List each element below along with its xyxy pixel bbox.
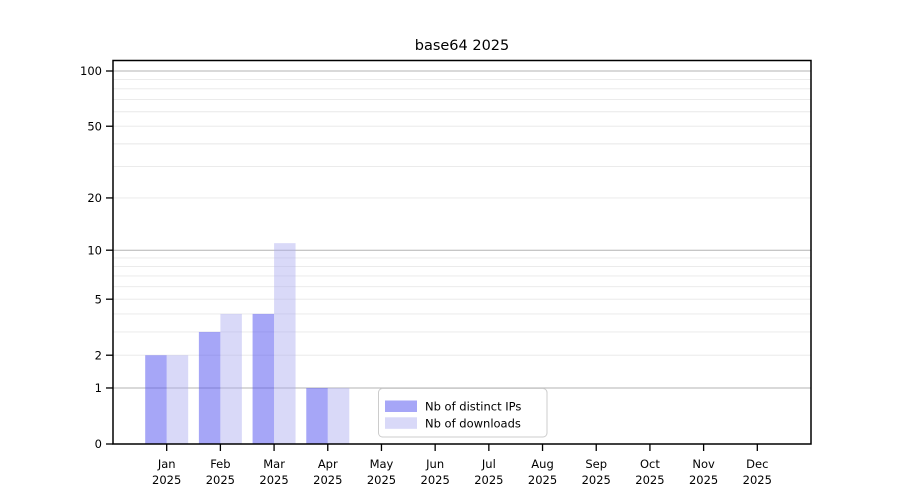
y-axis-tick-label: 2 — [95, 348, 102, 362]
x-axis-tick-label-year: 2025 — [743, 473, 772, 487]
bar-downloads — [220, 313, 242, 444]
bar-downloads — [274, 243, 296, 444]
legend-box — [378, 388, 548, 438]
bars-layer — [145, 243, 350, 444]
x-axis-tick-label-month: Oct — [640, 457, 660, 471]
minor-gridlines — [113, 78, 811, 356]
x-axis-tick-label-year: 2025 — [474, 473, 503, 487]
legend-label: Nb of downloads — [425, 416, 521, 430]
x-axis-tick-label-year: 2025 — [313, 473, 342, 487]
bar-downloads — [166, 355, 189, 444]
x-axis-tick-label-month: Jul — [481, 457, 496, 471]
x-axis-tick-label-year: 2025 — [152, 473, 181, 487]
y-axis-tick-label: 10 — [87, 243, 102, 257]
x-axis-tick-label-year: 2025 — [528, 473, 557, 487]
legend-label: Nb of distinct IPs — [425, 400, 521, 414]
x-axis-tick-label-month: Dec — [746, 457, 768, 471]
y-axis-tick-label: 20 — [87, 191, 102, 205]
y-axis: 0 1 2 5 10 20 50 100 — [80, 64, 113, 451]
bar-distinct-ips — [145, 355, 167, 444]
x-axis-tick-label-month: Nov — [692, 457, 715, 471]
x-axis-tick-label-year: 2025 — [635, 473, 664, 487]
x-axis-tick-label-month: Feb — [210, 457, 230, 471]
y-axis-tick-label: 50 — [87, 119, 102, 133]
legend-swatch-distinct-ips — [385, 400, 417, 412]
x-axis-tick-label-year: 2025 — [421, 473, 450, 487]
y-axis-tick-label: 5 — [95, 292, 102, 306]
bar-distinct-ips — [252, 313, 275, 444]
x-axis-tick-label-year: 2025 — [367, 473, 396, 487]
major-gridlines — [113, 70, 811, 389]
y-axis-tick-label: 100 — [80, 64, 102, 78]
plot-border — [112, 59, 812, 445]
bar-downloads — [327, 387, 350, 444]
x-axis: Jan 2025 Feb 2025 Mar 2025 Apr 2025 May 2025 Jun 20… — [152, 444, 772, 487]
y-axis-tick-label: 1 — [95, 381, 102, 395]
bar-distinct-ips — [198, 331, 221, 444]
legend-swatch-downloads — [385, 417, 417, 429]
x-axis-tick-label-month: Mar — [263, 457, 285, 471]
y-axis-tick-label: 0 — [95, 437, 102, 451]
chart-title: base64 2025 — [415, 38, 510, 54]
x-axis-tick-label-year: 2025 — [259, 473, 288, 487]
x-axis-tick-label-month: Aug — [531, 457, 553, 471]
x-axis-tick-label-year: 2025 — [582, 473, 611, 487]
x-axis-tick-label-month: Sep — [585, 457, 607, 471]
x-axis-tick-label-month: Apr — [318, 457, 338, 471]
x-axis-tick-label-month: May — [370, 457, 394, 471]
x-axis-tick-label-year: 2025 — [206, 473, 235, 487]
x-axis-tick-label-year: 2025 — [689, 473, 718, 487]
bar-distinct-ips — [306, 387, 328, 444]
x-axis-tick-label-month: Jun — [425, 457, 444, 471]
x-axis-tick-label-month: Jan — [157, 457, 176, 471]
legend: Nb of distinct IPs Nb of downloads — [378, 388, 548, 438]
